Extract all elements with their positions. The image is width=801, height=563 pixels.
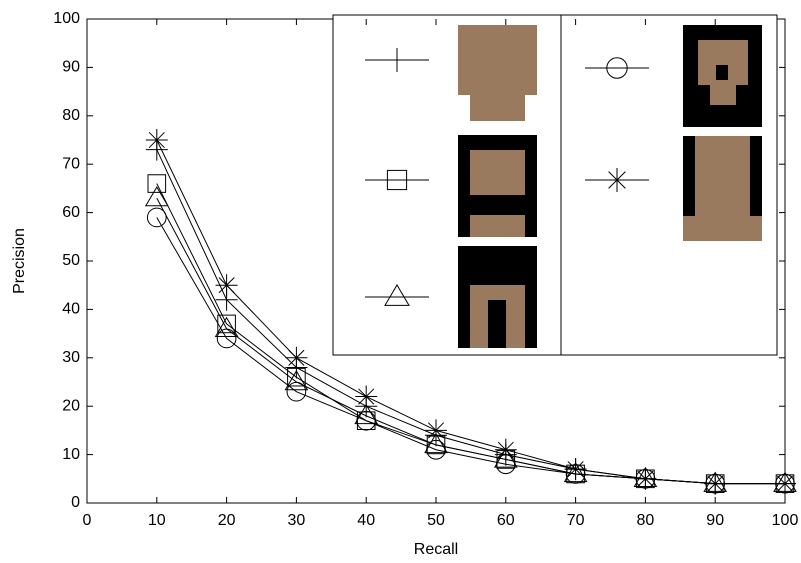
x-tick-label: 90	[706, 512, 724, 529]
legend-marker	[385, 48, 409, 72]
y-tick-label: 90	[62, 59, 80, 76]
point	[216, 328, 237, 349]
x-tick-label: 70	[567, 512, 585, 529]
x-tick-label: 60	[497, 512, 515, 529]
face-image	[683, 25, 762, 127]
legend-marker	[605, 168, 629, 192]
y-tick-label: 10	[62, 446, 80, 463]
point	[563, 461, 588, 483]
legend	[332, 14, 778, 356]
x-tick-label: 50	[427, 512, 445, 529]
x-tick-label: 20	[218, 512, 236, 529]
point	[424, 432, 448, 454]
x-tick-label: 80	[637, 512, 655, 529]
point	[355, 385, 378, 408]
point	[146, 207, 167, 228]
x-tick-label: 30	[288, 512, 306, 529]
point	[147, 174, 167, 193]
point	[634, 467, 657, 490]
y-tick-label: 60	[62, 204, 80, 221]
series-line	[156, 139, 785, 485]
point	[284, 370, 309, 391]
y-tick-label: 50	[62, 252, 80, 269]
point	[356, 410, 377, 431]
point	[564, 458, 587, 481]
point	[144, 186, 169, 207]
point	[286, 381, 307, 402]
point	[145, 129, 168, 151]
point	[425, 419, 447, 442]
point	[285, 346, 308, 369]
face-image	[458, 135, 537, 237]
point	[214, 316, 239, 337]
face-image	[458, 246, 537, 348]
point	[354, 403, 379, 425]
x-tick-label: 0	[83, 512, 92, 529]
point	[493, 447, 518, 468]
face-image	[458, 25, 537, 121]
y-tick-label: 100	[53, 10, 80, 27]
y-tick-label: 80	[62, 107, 80, 124]
point	[704, 472, 727, 495]
x-tick-label: 100	[772, 512, 799, 529]
y-tick-label: 40	[62, 301, 80, 318]
x-tick-label: 40	[357, 512, 375, 529]
legend-marker	[386, 169, 408, 191]
legend-marker	[606, 57, 628, 79]
y-tick-label: 20	[62, 397, 80, 414]
legend-marker	[384, 284, 410, 306]
point	[494, 438, 517, 461]
y-tick-label: 30	[62, 349, 80, 366]
y-tick-label: 70	[62, 155, 80, 172]
y-axis-label: Precision	[11, 228, 28, 294]
y-tick-label: 0	[71, 494, 80, 511]
point	[215, 274, 238, 297]
point	[774, 472, 796, 495]
face-image	[683, 136, 762, 241]
x-axis-label: Recall	[414, 541, 458, 558]
x-tick-label: 10	[148, 512, 166, 529]
